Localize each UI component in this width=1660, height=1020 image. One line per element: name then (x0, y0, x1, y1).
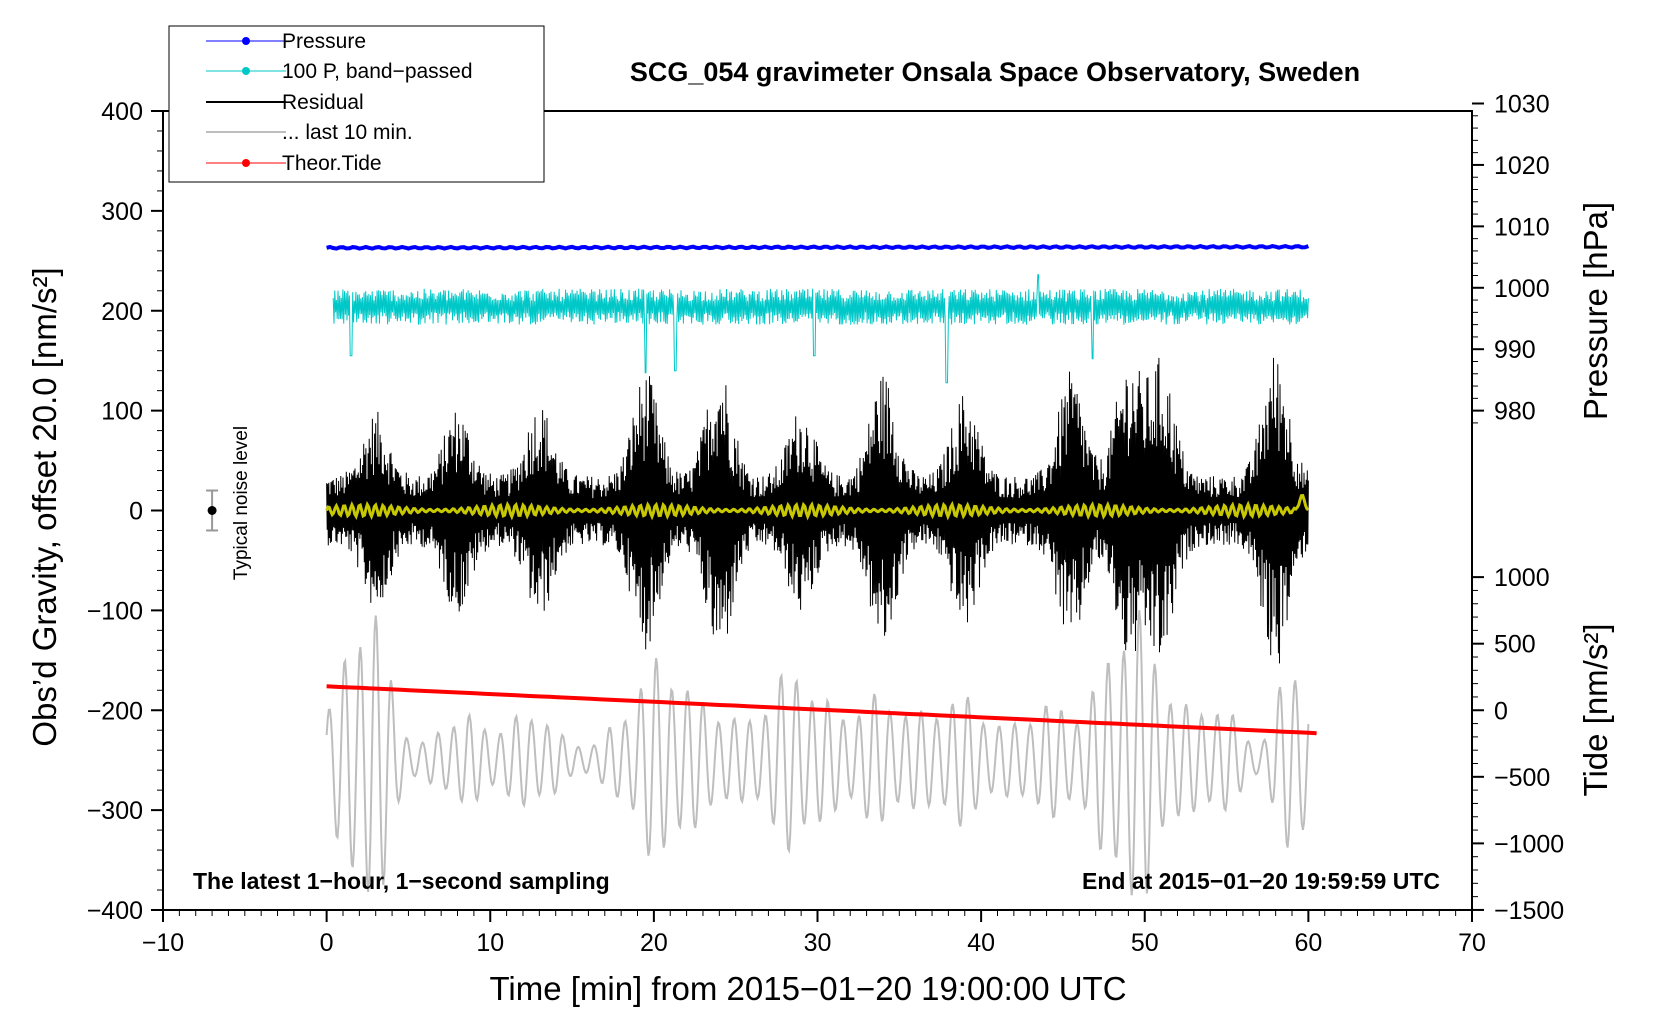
legend-entry-bandpassed: 100 P, band−passed (206, 60, 473, 83)
tide-tick-label: −500 (1494, 764, 1550, 792)
end-time-note: End at 2015−01−20 19:59:59 UTC (1082, 868, 1440, 894)
legend-box (168, 25, 545, 183)
noise-level-marker (206, 489, 219, 532)
x-tick-label: 70 (1458, 929, 1486, 957)
series-last-10-min (325, 610, 1310, 896)
legend-label-pressure: Pressure (282, 30, 366, 53)
y-tick-label: 0 (129, 498, 143, 526)
legend-dot-bandpassed (242, 67, 250, 75)
y-tick-label: 400 (101, 98, 143, 126)
series-pressure (326, 244, 1310, 251)
pressure-tick-label: 1020 (1494, 152, 1550, 180)
x-tick-label: 0 (320, 929, 334, 957)
x-axis: −10 0 10 20 30 40 50 60 70 (142, 910, 1486, 957)
pressure-tick-label: 1030 (1494, 91, 1550, 119)
sampling-note: The latest 1−hour, 1−second sampling (193, 868, 610, 894)
y-tick-label: −300 (87, 797, 143, 825)
tide-tick-label: 0 (1494, 697, 1508, 725)
y-tick-label: −100 (87, 597, 143, 625)
pressure-tick-label: 990 (1494, 336, 1536, 364)
legend-label-bandpassed: 100 P, band−passed (282, 60, 473, 83)
y-axis-right-tide: 1000 500 0 −500 −1000 −1500 (1472, 564, 1564, 925)
x-tick-label: 10 (476, 929, 504, 957)
y-tick-label: −400 (87, 897, 143, 925)
chart-title: SCG_054 gravimeter Onsala Space Observat… (630, 57, 1360, 87)
y-tick-label: 100 (101, 398, 143, 426)
series-layer (325, 244, 1317, 896)
legend-label-tide: Theor.Tide (282, 152, 382, 175)
x-tick-label: 30 (804, 929, 832, 957)
x-tick-label: 40 (967, 929, 995, 957)
tide-tick-label: −1500 (1494, 897, 1564, 925)
y-tick-label: 300 (101, 198, 143, 226)
legend-dot-tide (242, 159, 250, 167)
series-theor-tide (326, 684, 1317, 736)
legend-dot-pressure (242, 37, 250, 45)
x-tick-label: 60 (1294, 929, 1322, 957)
series-band-passed (332, 274, 1309, 384)
pressure-tick-label: 1000 (1494, 275, 1550, 303)
y-axis-label: Obs’d Gravity, offset 20.0 [nm/s²] (26, 267, 63, 746)
y-tick-label: −200 (87, 697, 143, 725)
legend-entry-last10: ... last 10 min. (206, 121, 413, 144)
legend-label-residual: Residual (282, 91, 364, 114)
series-residual-smoothed (325, 494, 1309, 521)
legend-entry-pressure: Pressure (206, 30, 366, 53)
x-tick-label: 20 (640, 929, 668, 957)
tide-axis-label: Tide [nm/s²] (1577, 624, 1614, 797)
x-tick-label: 50 (1131, 929, 1159, 957)
legend: Pressure 100 P, band−passed Residual ...… (168, 25, 545, 183)
pressure-axis-label: Pressure [hPa] (1577, 202, 1614, 420)
tide-tick-label: 1000 (1494, 564, 1550, 592)
pressure-tick-label: 1010 (1494, 213, 1550, 241)
tide-tick-label: −1000 (1494, 830, 1564, 858)
legend-entry-residual: Residual (206, 91, 364, 114)
legend-label-last10: ... last 10 min. (282, 121, 413, 144)
tide-tick-label: 500 (1494, 631, 1536, 659)
x-axis-label: Time [min] from 2015−01−20 19:00:00 UTC (489, 970, 1126, 1007)
x-tick-label: −10 (142, 929, 184, 957)
y-axis-left: 400 300 200 100 0 −100 −200 −300 −400 (87, 98, 163, 925)
y-tick-label: 200 (101, 298, 143, 326)
noise-dot (207, 506, 217, 515)
y-axis-right-pressure: 980 990 1000 1010 1020 1030 (1472, 91, 1550, 426)
legend-entry-tide: Theor.Tide (206, 152, 382, 175)
pressure-tick-label: 980 (1494, 398, 1536, 426)
series-residual (326, 357, 1309, 664)
noise-level-label: Typical noise level (231, 426, 252, 580)
